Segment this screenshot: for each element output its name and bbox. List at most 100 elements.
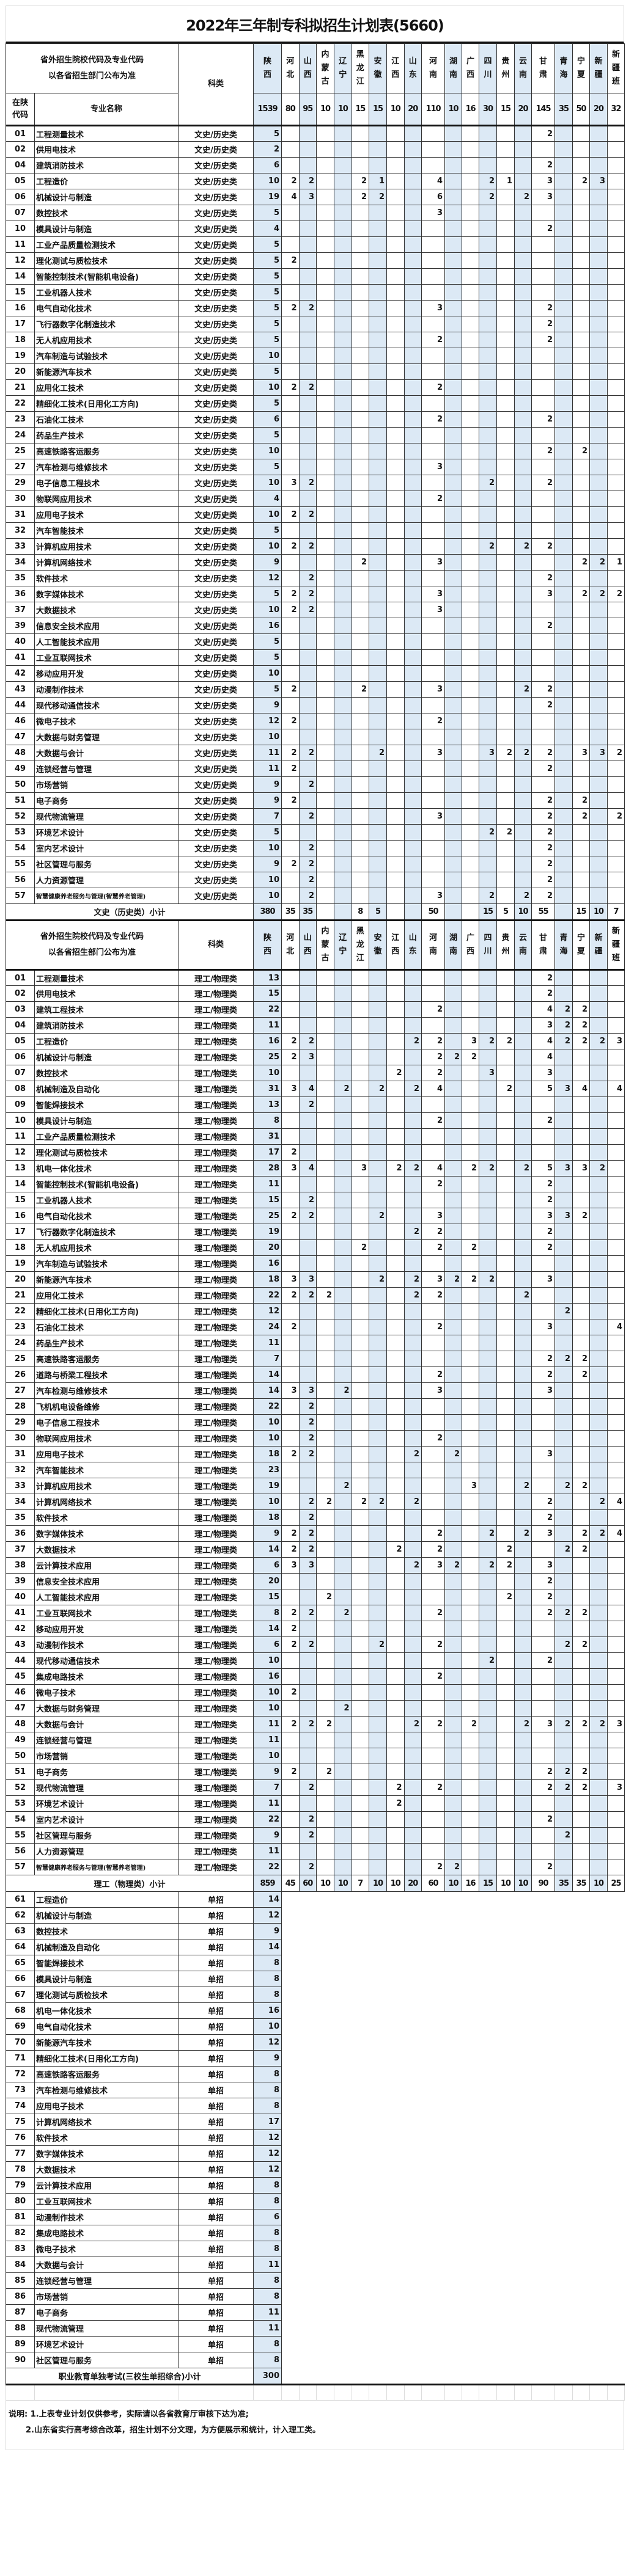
quota-辽宁	[334, 969, 352, 986]
table-row: 31 应用电子技术 文史/历史类 10 2 2	[6, 506, 625, 523]
quota-陕西: 12	[253, 1303, 282, 1319]
major-code: 68	[6, 2002, 35, 2019]
quota-安徽	[369, 300, 388, 316]
quota-江西	[386, 221, 405, 237]
quota-河北	[281, 1351, 300, 1367]
quota-四川	[479, 1494, 498, 1510]
major-name: 机械设计与制造	[34, 1049, 179, 1065]
quota-青海	[554, 141, 573, 158]
quota-黑龙江	[351, 1208, 370, 1224]
quota-广西	[462, 300, 480, 316]
quota-辽宁	[334, 1668, 352, 1685]
major-code: 65	[6, 1955, 35, 1971]
subtotal-内蒙古: 10	[316, 1875, 335, 1892]
quota-宁夏	[572, 1287, 591, 1304]
quota-辽宁	[334, 316, 352, 332]
quota-新疆	[589, 840, 608, 856]
quota-陕西: 5	[253, 395, 282, 412]
table-row: 05 工程造价 文史/历史类 10 2 2 2 1 4 2 1 3 2 3	[6, 173, 625, 189]
quota-新疆	[589, 1684, 608, 1701]
quota-江西	[386, 618, 405, 634]
quota-黑龙江	[351, 300, 370, 316]
quota-河北: 2	[281, 713, 300, 729]
quota-贵州	[496, 1668, 515, 1685]
province-name: 湖南	[449, 933, 458, 956]
quota-新疆	[589, 1811, 608, 1828]
quota-江西: 2	[386, 1541, 405, 1558]
quota-山东	[403, 491, 422, 507]
empty-area	[282, 2368, 625, 2385]
quota-贵州	[496, 840, 515, 856]
quota-青海	[554, 1668, 573, 1685]
table-row: 11 工业产品质量检测技术 理工/物理类 31	[6, 1128, 625, 1145]
quota-江西	[386, 236, 405, 253]
quota-江西	[386, 761, 405, 777]
quota-广西	[462, 745, 480, 761]
quota-新疆班	[607, 729, 625, 745]
quota-山东	[403, 1319, 422, 1335]
quota-云南	[514, 665, 532, 682]
quota-河北	[281, 1192, 300, 1208]
quota-山西	[298, 252, 317, 269]
quota-江西	[386, 1335, 405, 1351]
quota-辽宁	[334, 363, 352, 380]
quota-河北: 2	[281, 1287, 300, 1304]
category: 文史/历史类	[178, 713, 254, 729]
major-name: 汽车检测与维修技术	[34, 1382, 179, 1399]
quota-新疆	[589, 1557, 608, 1574]
subtotal-山西: 35	[298, 903, 317, 921]
quota-云南	[514, 221, 532, 237]
major-name: 药品生产技术	[34, 1335, 179, 1351]
major-name: 电子商务	[34, 1764, 179, 1780]
quota-河南	[421, 538, 446, 555]
quota-山东	[403, 1827, 422, 1844]
quota-山西	[298, 1112, 317, 1129]
quota-陕西: 14	[253, 1621, 282, 1637]
quota-河北: 2	[281, 1049, 300, 1065]
quota-山西	[298, 427, 317, 443]
quota-宁夏: 2	[572, 1525, 591, 1542]
quota-湖南	[444, 1081, 463, 1097]
quota-湖南	[444, 443, 463, 459]
quota-广西: 2	[462, 1271, 480, 1288]
quota-江西	[386, 491, 405, 507]
quota-四川: 2	[479, 173, 498, 189]
quota-甘肃: 3	[531, 1382, 556, 1399]
quota-广西	[462, 1795, 480, 1812]
quota-宁夏	[572, 506, 591, 523]
quota-山东	[403, 1621, 422, 1637]
quota-安徽	[369, 792, 388, 809]
quota-辽宁	[334, 824, 352, 841]
quota-广西	[462, 1732, 480, 1748]
table-row: 36 数字媒体技术 理工/物理类 9 2 2 2 2 2 3 2 2 4	[6, 1525, 625, 1542]
major-code: 23	[6, 411, 35, 428]
quota-贵州	[496, 427, 515, 443]
quota-河北	[281, 427, 300, 443]
quota-江西	[386, 475, 405, 491]
quota-甘肃: 2	[531, 985, 556, 1002]
quota-甘肃: 3	[531, 1557, 556, 1574]
empty-area	[282, 2209, 625, 2225]
quota-河南: 6	[421, 189, 446, 205]
quota-湖南	[444, 1462, 463, 1478]
category: 理工/物理类	[178, 1748, 254, 1764]
quota-安徽	[369, 1859, 388, 1875]
quota-内蒙古	[316, 1319, 335, 1335]
table-row: 14 智能控制技术(智能机电设备) 理工/物理类 11 2 2	[6, 1176, 625, 1192]
major-code: 54	[6, 1811, 35, 1828]
quota-河北	[281, 1494, 300, 1510]
province-name: 山东	[408, 933, 417, 956]
quota-河南	[421, 618, 446, 634]
quota-辽宁	[334, 808, 352, 825]
quota-云南	[514, 427, 532, 443]
subtotal-四川: 15	[479, 903, 498, 921]
quota-辽宁	[334, 1287, 352, 1304]
quota-湖南	[444, 1748, 463, 1764]
quota-安徽	[369, 761, 388, 777]
quota-河北	[281, 554, 300, 571]
quota-青海	[554, 475, 573, 491]
quota-新疆班	[607, 252, 625, 269]
quota-山东	[403, 173, 422, 189]
quota-广西	[462, 348, 480, 364]
quota-辽宁	[334, 1208, 352, 1224]
